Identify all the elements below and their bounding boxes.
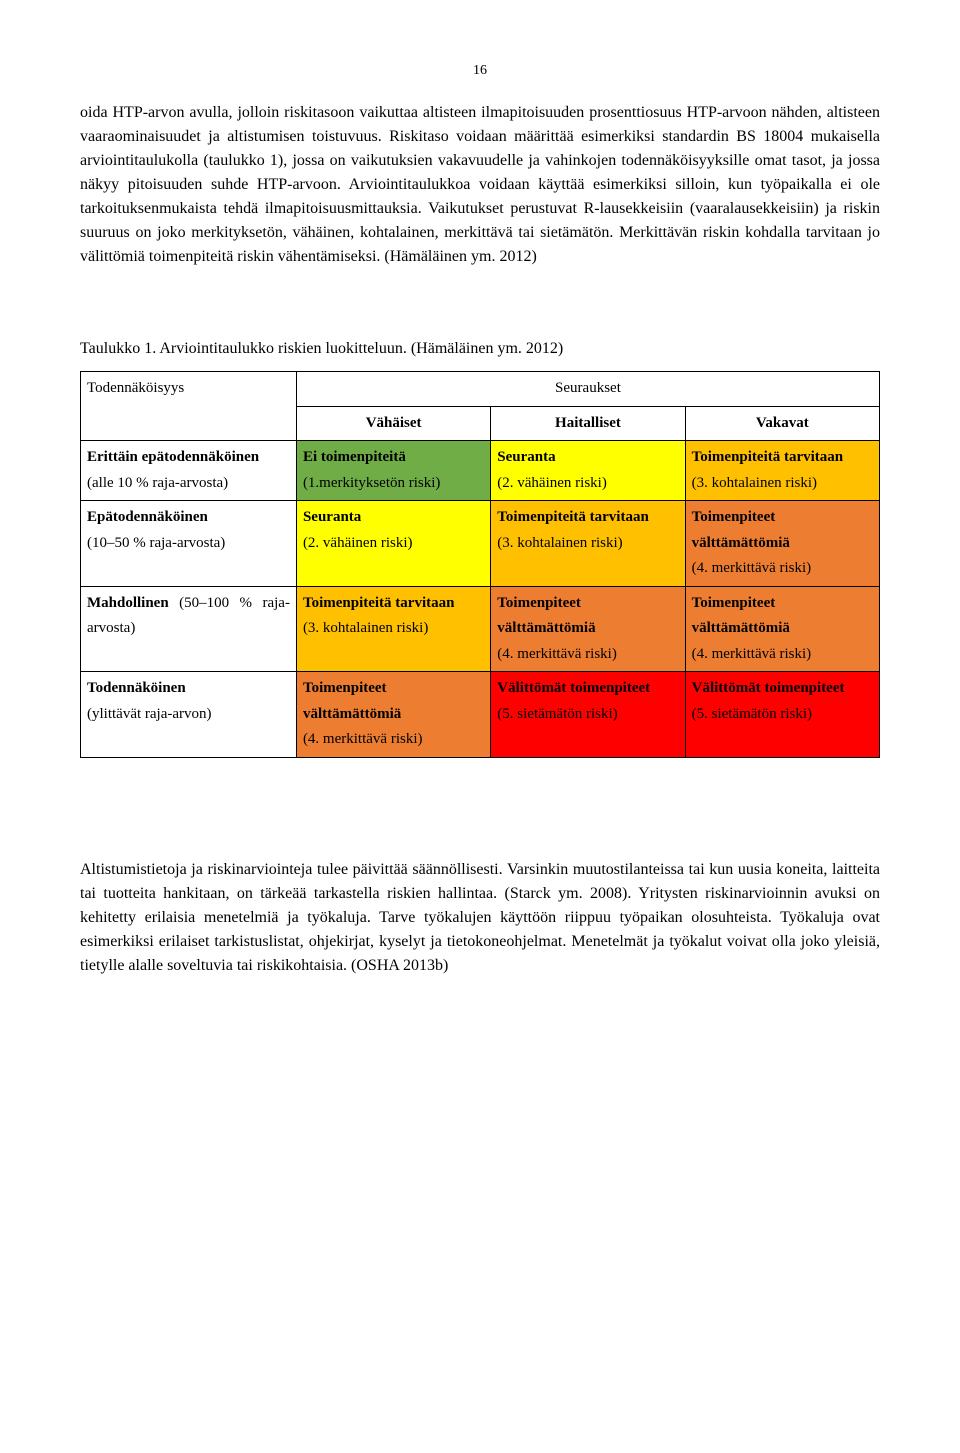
table-cell: Välittömät toimenpiteet (5. sietämätön r… xyxy=(491,672,685,758)
table-cell: Toimenpiteitä tarvitaan (3. kohtalainen … xyxy=(296,586,490,672)
table-header-merged: Seuraukset xyxy=(296,372,879,407)
body-paragraph-2: Altistumistietoja ja riskinarviointeja t… xyxy=(80,858,880,978)
table-subheader: Haitalliset xyxy=(491,406,685,441)
table-cell: Toimenpiteet välttämättömiä (4. merkittä… xyxy=(685,501,879,587)
table-cell: Toimenpiteet välttämättömiä (4. merkittä… xyxy=(296,672,490,758)
table-cell: Seuranta (2. vähäinen riski) xyxy=(491,441,685,501)
table-cell: Toimenpiteet välttämättömiä (4. merkittä… xyxy=(685,586,879,672)
table-row-head: Erittäin epätodennäköinen (alle 10 % raj… xyxy=(81,441,297,501)
table-cell: Toimenpiteet välttämättömiä (4. merkittä… xyxy=(491,586,685,672)
page-number: 16 xyxy=(80,60,880,81)
table-cell: Toimenpiteitä tarvitaan (3. kohtalainen … xyxy=(491,501,685,587)
table-subheader: Vähäiset xyxy=(296,406,490,441)
body-paragraph-1: oida HTP-arvon avulla, jolloin riskitaso… xyxy=(80,101,880,269)
table-row-head: Todennäköinen (ylittävät raja-arvon) xyxy=(81,672,297,758)
table-cell: Seuranta (2. vähäinen riski) xyxy=(296,501,490,587)
table-row-head: Mahdollinen (50–100 % raja-arvosta) xyxy=(81,586,297,672)
table-caption: Taulukko 1. Arviointitaulukko riskien lu… xyxy=(80,337,880,361)
table-subheader: Vakavat xyxy=(685,406,879,441)
table-cell: Toimenpiteitä tarvitaan (3. kohtalainen … xyxy=(685,441,879,501)
table-cell: Ei toimenpiteitä (1.merkityksetön riski) xyxy=(296,441,490,501)
table-row-head: Epätodennäköinen (10–50 % raja-arvosta) xyxy=(81,501,297,587)
table-cell: Välittömät toimenpiteet (5. sietämätön r… xyxy=(685,672,879,758)
table-header-left: Todennäköisyys xyxy=(81,372,297,441)
risk-table: Todennäköisyys Seuraukset Vähäiset Haita… xyxy=(80,371,880,758)
